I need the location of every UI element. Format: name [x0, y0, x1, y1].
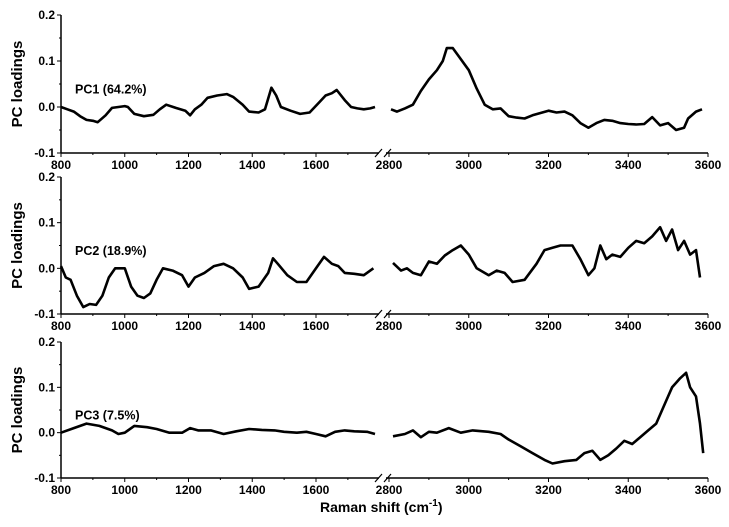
x-tick-label: 3600 — [695, 483, 722, 497]
x-tick-label: 3200 — [535, 158, 562, 172]
panel-pc1: -0.1 0.0 0.1 0.2 PC loadings 800 1000 1200 1400 1… — [9, 8, 722, 172]
series-line-pc2-high — [392, 225, 702, 284]
axis-break-mark — [374, 309, 383, 319]
panel-pc2: -0.1 0.0 0.1 0.2 PC loadings 800 1000 1200 1400 1… — [9, 170, 722, 333]
x-tick-label: 1600 — [303, 158, 330, 172]
series-line-pc1-low — [60, 86, 376, 124]
y-tick-label: 0.0 — [38, 261, 55, 275]
x-tick-label: 3200 — [535, 483, 562, 497]
y-axis-label: PC loadings — [9, 41, 26, 128]
panel-label: PC1 (64.2%) — [75, 83, 147, 97]
x-tick-label: 1200 — [175, 158, 202, 172]
x-tick-label: 800 — [51, 483, 71, 497]
x-tick-label: 3600 — [695, 158, 722, 172]
y-axis-label: PC loadings — [9, 367, 26, 454]
panel-pc3: -0.1 0.0 0.1 0.2 PC loadings 800 1000 1200 1400 1… — [9, 335, 722, 497]
y-tick-label: -0.1 — [34, 471, 55, 485]
x-tick-label: 2800 — [376, 319, 403, 333]
x-tick-label: 1400 — [239, 158, 266, 172]
x-tick-label: 2800 — [376, 158, 403, 172]
y-tick-label: 0.1 — [38, 216, 55, 230]
series-line-pc1-high — [390, 46, 703, 132]
axis-break-mark — [383, 309, 392, 319]
axis-break-mark — [383, 148, 392, 158]
x-tick-label: 1000 — [111, 158, 138, 172]
panel-label: PC2 (18.9%) — [75, 244, 147, 258]
x-tick-label: 3400 — [615, 319, 642, 333]
x-tick-label: 1400 — [239, 483, 266, 497]
x-axis-label: Raman shift (cm-1) — [320, 498, 443, 515]
y-tick-label: 0.0 — [38, 100, 55, 114]
panel-label: PC3 (7.5%) — [75, 409, 140, 423]
x-tick-label: 1200 — [175, 319, 202, 333]
series-line-pc2-low — [59, 255, 375, 309]
y-tick-label: 0.1 — [38, 54, 55, 68]
x-tick-label: 800 — [51, 158, 71, 172]
x-tick-label: 1400 — [239, 319, 266, 333]
series-line-pc3-high — [392, 371, 705, 465]
x-tick-label: 2800 — [376, 483, 403, 497]
y-tick-label: -0.1 — [34, 146, 55, 160]
x-tick-label: 3600 — [695, 319, 722, 333]
y-tick-label: 0.1 — [38, 380, 55, 394]
y-tick-label: 0.2 — [38, 170, 55, 184]
axis-break-mark — [383, 473, 392, 483]
x-tick-label: 3000 — [455, 319, 482, 333]
x-tick-label: 3400 — [615, 158, 642, 172]
x-tick-label: 1200 — [175, 483, 202, 497]
x-tick-label: 1600 — [303, 319, 330, 333]
y-axis-label: PC loadings — [9, 202, 26, 289]
y-tick-label: 0.0 — [38, 426, 55, 440]
axis-break-mark — [374, 148, 383, 158]
x-tick-label: 3400 — [615, 483, 642, 497]
y-tick-label: -0.1 — [34, 307, 55, 321]
x-tick-label: 1000 — [111, 319, 138, 333]
x-tick-label: 3000 — [455, 158, 482, 172]
y-tick-label: 0.2 — [38, 335, 55, 349]
series-line-pc3-low — [60, 422, 376, 438]
x-tick-label: 1600 — [303, 483, 330, 497]
x-tick-label: 3200 — [535, 319, 562, 333]
y-tick-label: 0.2 — [38, 8, 55, 22]
x-tick-label: 1000 — [111, 483, 138, 497]
x-tick-label: 3000 — [455, 483, 482, 497]
x-tick-label: 800 — [51, 319, 71, 333]
axis-break-mark — [374, 473, 383, 483]
